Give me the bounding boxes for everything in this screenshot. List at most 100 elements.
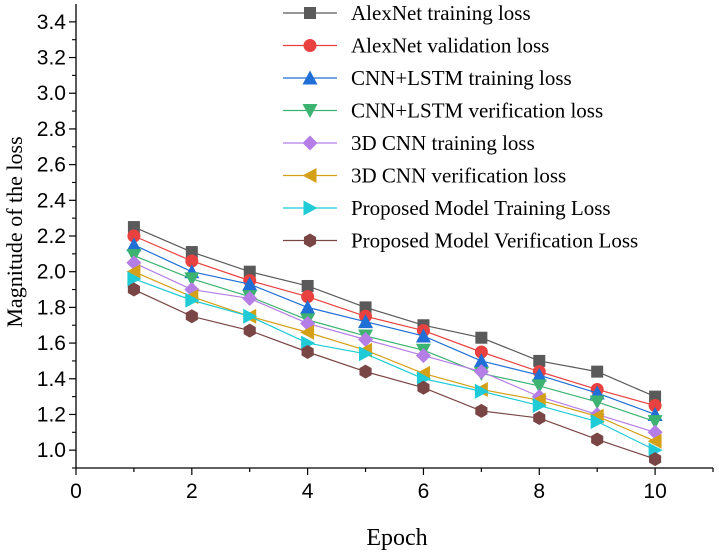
square-marker xyxy=(243,265,256,278)
triangle-up-marker xyxy=(126,237,142,252)
square-marker xyxy=(304,7,316,19)
diamond-marker xyxy=(473,364,489,380)
legend-label: AlexNet training loss xyxy=(351,1,531,25)
hexagon-marker xyxy=(185,309,198,324)
diamond-marker xyxy=(242,290,258,306)
triangle-up-marker xyxy=(302,70,318,85)
triangle-up-marker xyxy=(473,353,489,368)
legend-entry-1: AlexNet training loss xyxy=(283,1,531,25)
y-tick-label: 2.6 xyxy=(37,154,66,177)
legend-entry-3: CNN+LSTM training loss xyxy=(283,66,572,90)
circle-marker xyxy=(127,229,141,243)
legend-label: AlexNet validation loss xyxy=(351,34,549,58)
hexagon-marker xyxy=(127,282,140,297)
y-tick-label: 2.8 xyxy=(37,118,66,141)
y-tick-label: 3.2 xyxy=(37,47,66,70)
triangle-down-marker xyxy=(589,395,605,410)
y-tick-label: 3.0 xyxy=(37,82,66,105)
triangle-right-marker xyxy=(127,271,142,287)
y-tick-label: 1.0 xyxy=(37,439,66,462)
square-marker xyxy=(185,246,198,259)
triangle-right-marker xyxy=(590,414,605,430)
y-tick-label: 2.2 xyxy=(37,225,66,248)
triangle-down-marker xyxy=(302,104,318,118)
triangle-right-marker xyxy=(532,398,547,414)
legend-entry-4: CNN+LSTM verification loss xyxy=(283,99,603,123)
circle-marker xyxy=(648,399,662,413)
series-8 xyxy=(127,282,662,467)
y-tick-label: 3.4 xyxy=(37,11,67,34)
hexagon-marker xyxy=(475,403,488,418)
y-tick-label: 1.4 xyxy=(37,368,67,391)
axes: 0 2 4 6 8 10 1.0 1.2 1.4 1.6 1.8 2.0 2.2 2.4 2.6 2.8 3.0… xyxy=(37,4,714,503)
triangle-up-marker xyxy=(415,328,431,343)
legend-entry-6: 3D CNN verification loss xyxy=(283,164,566,188)
triangle-down-marker xyxy=(184,272,200,287)
series-3 xyxy=(126,237,663,421)
series-line xyxy=(133,244,656,416)
square-marker xyxy=(301,279,314,292)
triangle-down-marker xyxy=(647,415,663,430)
y-tick-label: 1.8 xyxy=(37,296,66,319)
circle-marker xyxy=(474,345,488,359)
y-axis-label: Magnitude of the loss xyxy=(2,136,27,327)
circle-marker xyxy=(303,39,317,52)
hexagon-marker xyxy=(359,364,372,379)
triangle-up-marker xyxy=(300,299,316,314)
y-tick-label: 2.4 xyxy=(37,189,67,212)
x-tick-label: 8 xyxy=(533,480,545,503)
legend-label: 3D CNN verification loss xyxy=(351,164,566,188)
y-tick-label: 1.6 xyxy=(37,332,66,355)
series-line xyxy=(133,271,656,442)
square-marker xyxy=(533,354,546,367)
legend-label: 3D CNN training loss xyxy=(351,131,535,155)
legend-entry-2: AlexNet validation loss xyxy=(283,34,549,58)
square-marker xyxy=(475,331,488,344)
triangle-right-marker xyxy=(359,346,374,362)
diamond-marker xyxy=(358,332,374,348)
triangle-left-marker xyxy=(647,433,662,449)
triangle-down-marker xyxy=(531,379,547,394)
hexagon-marker xyxy=(533,411,546,426)
x-tick-label: 0 xyxy=(70,480,82,503)
series-line xyxy=(133,278,656,451)
x-tick-label: 6 xyxy=(418,480,430,503)
square-marker xyxy=(649,390,662,403)
triangle-right-marker xyxy=(243,308,258,324)
triangle-up-marker xyxy=(242,276,258,291)
hexagon-marker xyxy=(649,452,662,467)
triangle-up-marker xyxy=(358,314,374,329)
legend: AlexNet training loss AlexNet validation … xyxy=(283,1,638,253)
series-line xyxy=(133,255,656,423)
hexagon-marker xyxy=(591,432,604,447)
triangle-right-marker xyxy=(303,200,318,216)
x-tick-label: 10 xyxy=(643,480,666,503)
legend-label: CNN+LSTM verification loss xyxy=(351,99,603,123)
triangle-left-marker xyxy=(300,324,315,340)
triangle-left-marker xyxy=(302,168,317,183)
y-tick-label: 2.0 xyxy=(37,261,66,284)
hexagon-marker xyxy=(417,380,430,395)
series-4 xyxy=(126,249,663,430)
hexagon-marker xyxy=(243,323,256,338)
diamond-marker xyxy=(302,135,318,151)
hexagon-marker xyxy=(301,345,314,359)
series-line xyxy=(133,262,656,433)
x-axis-label: Epoch xyxy=(366,525,427,551)
triangle-right-marker xyxy=(185,292,200,308)
circle-marker xyxy=(301,290,315,304)
triangle-right-marker xyxy=(474,383,489,399)
legend-label: Proposed Model Training Loss xyxy=(351,196,611,220)
hexagon-marker xyxy=(303,233,317,248)
series-line xyxy=(133,226,656,398)
triangle-up-marker xyxy=(531,367,547,382)
square-marker xyxy=(591,365,604,378)
square-marker xyxy=(127,221,140,234)
series-line xyxy=(133,235,656,407)
series-7 xyxy=(127,271,663,458)
legend-entry-7: Proposed Model Training Loss xyxy=(283,196,611,220)
legend-entry-8: Proposed Model Verification Loss xyxy=(283,229,638,253)
triangle-left-marker xyxy=(126,264,141,280)
series-line xyxy=(133,288,656,460)
